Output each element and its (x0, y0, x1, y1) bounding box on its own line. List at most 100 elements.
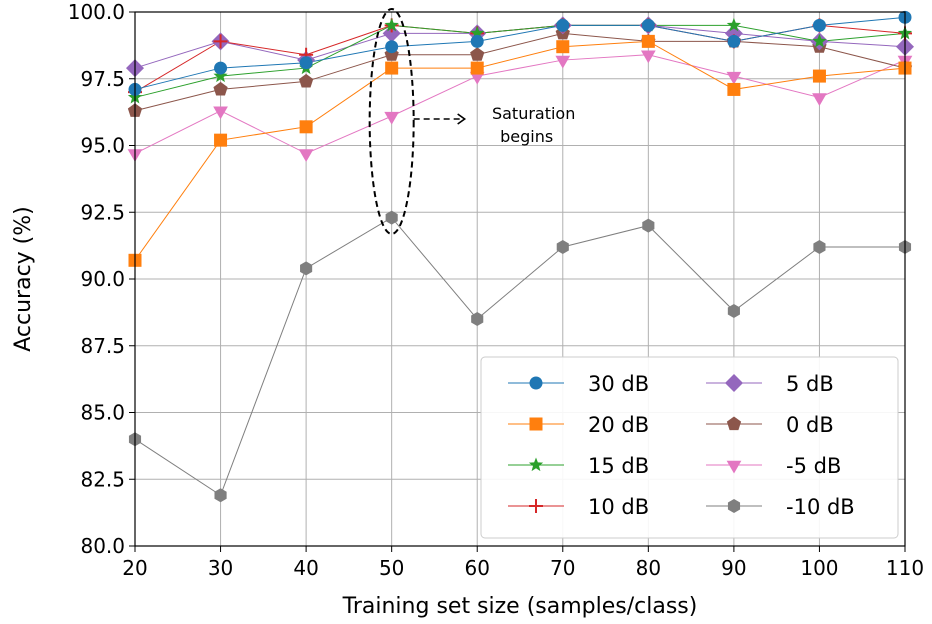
data-point-minus10db (813, 239, 826, 254)
x-tick-label: 100 (800, 556, 838, 580)
series-line-minus10db (134, 216, 905, 497)
data-point-minus5db (298, 149, 314, 163)
legend-label-minus10db: -10 dB (786, 495, 855, 519)
y-tick-label: 80.0 (80, 534, 125, 558)
legend-label-0db: 0 dB (786, 413, 834, 437)
y-tick-label: 92.5 (80, 200, 125, 224)
x-tick-label: 50 (379, 556, 404, 580)
series-line-0db (134, 32, 906, 112)
annotation-text-begins: begins (500, 127, 553, 146)
data-point-20db (299, 120, 313, 134)
y-tick-label: 85.0 (80, 401, 125, 425)
x-tick-label: 110 (886, 556, 924, 580)
y-axis-ticks: 80.0 82.5 85.0 87.5 90.0 92.5 95.0 97.5 100.0 (68, 0, 135, 558)
data-point-minus5db (640, 50, 656, 64)
data-point-20db (556, 40, 570, 54)
data-point-15db (470, 25, 485, 40)
data-point-minus10db (214, 488, 227, 503)
legend-box (480, 356, 899, 539)
legend-item-minus10db: -10 dB (706, 495, 855, 519)
legend-item-30db: 30 dB (508, 372, 649, 396)
x-tick-label: 30 (208, 556, 233, 580)
data-point-minus10db (385, 210, 398, 225)
data-point-15db (812, 33, 827, 48)
legend-marker-minus5db (726, 460, 742, 474)
data-point-minus10db (727, 304, 740, 319)
legend-item-5db: 5 dB (706, 372, 834, 396)
legend: 30 dB 20 dB 15 dB 10 dB 5 dB 0 dB -5 dB -10 dB (480, 356, 899, 539)
y-axis-label: Accuracy (%) (11, 206, 36, 352)
series-lines (134, 16, 906, 497)
data-point-20db (385, 61, 399, 75)
x-tick-label: 70 (550, 556, 575, 580)
y-tick-label: 97.5 (80, 67, 125, 91)
legend-label-30db: 30 dB (588, 372, 649, 396)
series-line-20db (134, 40, 906, 261)
data-point-0db (213, 81, 228, 96)
data-point-15db (726, 17, 742, 32)
legend-label-20db: 20 dB (588, 413, 649, 437)
data-point-minus5db (812, 93, 827, 106)
data-point-20db (214, 133, 228, 147)
series-line-minus5db (134, 54, 906, 155)
data-point-30db (727, 34, 741, 48)
data-point-30db (641, 18, 655, 32)
data-point-minus10db (471, 312, 484, 327)
data-point-30db (214, 61, 228, 75)
data-point-minus5db (384, 111, 400, 125)
series-points-30db (128, 10, 912, 96)
data-point-minus5db (726, 71, 742, 85)
x-tick-label: 80 (636, 556, 661, 580)
legend-marker-20db (529, 417, 543, 431)
legend-item-0db: 0 dB (706, 413, 834, 437)
data-point-10db (213, 34, 228, 49)
series-points-20db (128, 34, 912, 267)
legend-marker-0db (726, 416, 742, 431)
legend-item-15db: 15 dB (508, 454, 649, 478)
data-point-minus10db (300, 261, 313, 276)
annotation-arrowhead (457, 113, 467, 125)
y-tick-label: 87.5 (80, 334, 125, 358)
x-tick-label: 40 (293, 556, 318, 580)
data-point-30db (470, 34, 484, 48)
data-point-15db (384, 17, 399, 32)
data-point-minus10db (556, 239, 569, 254)
data-point-20db (470, 61, 484, 75)
data-point-15db (213, 68, 228, 83)
legend-items: 30 dB 20 dB 15 dB 10 dB 5 dB 0 dB -5 dB -10 dB (508, 372, 855, 519)
data-point-20db (641, 34, 655, 48)
legend-item-10db: 10 dB (508, 495, 649, 519)
saturation-annotation: Saturation begins (368, 8, 575, 235)
data-point-minus10db (642, 218, 655, 233)
data-point-minus5db (555, 55, 571, 69)
legend-label-5db: 5 dB (786, 372, 834, 396)
data-point-30db (812, 18, 826, 32)
legend-item-minus5db: -5 dB (706, 454, 841, 478)
data-point-20db (812, 69, 826, 83)
legend-item-20db: 20 dB (508, 413, 649, 437)
legend-marker-10db (529, 499, 543, 513)
legend-label-minus5db: -5 dB (786, 454, 841, 478)
data-point-30db (556, 18, 570, 32)
series-line-30db (134, 16, 906, 90)
legend-marker-30db (529, 376, 543, 390)
data-point-0db (470, 47, 485, 61)
x-axis-label: Training set size (samples/class) (342, 594, 698, 619)
series-markers (126, 10, 914, 503)
data-point-5db (382, 24, 401, 43)
y-tick-label: 100.0 (68, 0, 125, 24)
y-tick-label: 82.5 (80, 467, 125, 491)
annotation-ellipse (368, 8, 415, 235)
legend-marker-5db (725, 374, 743, 392)
y-tick-label: 90.0 (80, 267, 125, 291)
data-point-30db (299, 56, 313, 70)
data-point-30db (385, 40, 399, 54)
data-point-0db (298, 73, 314, 88)
x-tick-label: 20 (122, 556, 147, 580)
legend-marker-minus10db (727, 499, 741, 513)
x-tick-label: 90 (721, 556, 746, 580)
annotation-text-saturation: Saturation (492, 104, 575, 123)
x-axis-ticks: 20 30 40 50 60 70 80 90 100 110 (122, 546, 924, 580)
y-tick-label: 95.0 (80, 134, 125, 158)
